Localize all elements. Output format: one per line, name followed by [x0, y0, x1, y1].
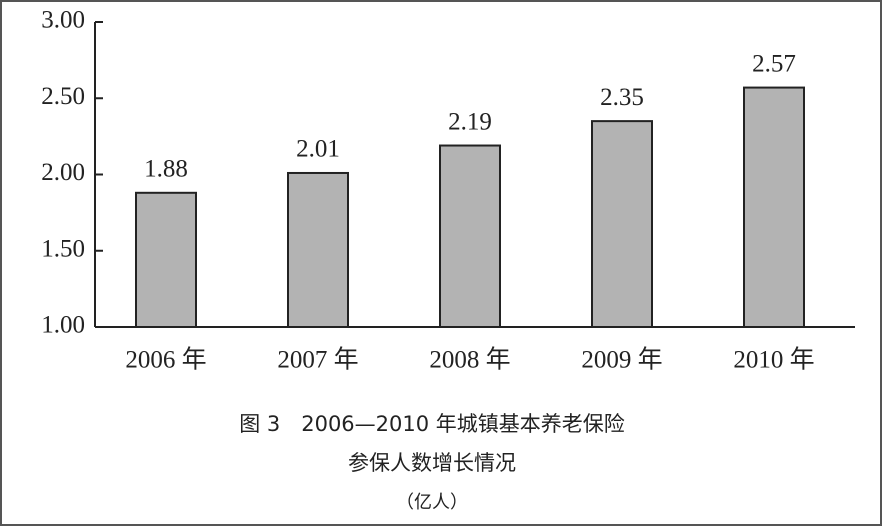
y-tick-label: 3.00 [41, 7, 85, 34]
chart-subtitle: 参保人数增长情况 [348, 451, 516, 475]
value-label: 2.01 [296, 136, 340, 163]
x-tick-label: 2008 年 [429, 346, 510, 374]
value-label: 2.35 [600, 84, 644, 111]
x-tick-label: 2006 年 [125, 346, 206, 374]
y-tick-label: 2.50 [41, 83, 85, 110]
bar [439, 144, 501, 328]
x-tick-label: 2010 年 [733, 346, 814, 374]
y-tick-label: 1.00 [41, 312, 85, 339]
y-tick-label: 1.50 [41, 235, 85, 262]
value-label: 1.88 [144, 156, 188, 183]
x-tick-label: 2009 年 [581, 346, 662, 374]
value-label: 2.57 [752, 50, 796, 77]
value-label: 2.19 [448, 108, 492, 135]
bar [591, 120, 653, 328]
chart-title: 图 3 2006—2010 年城镇基本养老保险 [239, 412, 625, 436]
y-tick-label: 2.00 [41, 159, 85, 186]
unit-label: （亿人） [396, 492, 468, 513]
bar [743, 86, 805, 328]
x-tick-label: 2007 年 [277, 346, 358, 374]
bar [287, 171, 349, 328]
bar [135, 191, 197, 328]
